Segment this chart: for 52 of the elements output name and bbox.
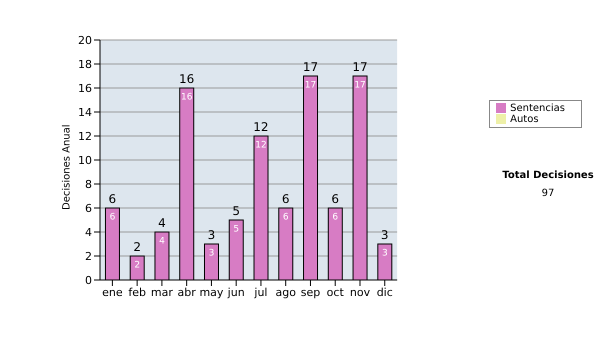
total-label: 16 (179, 72, 194, 86)
y-tick-label: 16 (78, 82, 92, 95)
total-label: 4 (158, 216, 166, 230)
y-tick-label: 4 (85, 226, 92, 239)
y-tick-label: 20 (78, 34, 92, 47)
total-label: 5 (232, 204, 240, 218)
y-tick-label: 12 (78, 130, 92, 143)
x-tick-label: jul (253, 286, 268, 299)
y-tick-label: 6 (85, 202, 92, 215)
x-tick-label: ago (275, 286, 296, 299)
data-label: 12 (255, 140, 267, 150)
x-tick-label: mar (150, 286, 174, 299)
x-tick-label: ene (102, 286, 123, 299)
x-tick-label: oct (326, 286, 344, 299)
data-label: 6 (110, 212, 116, 222)
x-tick-label: abr (178, 286, 196, 299)
data-label: 3 (208, 248, 214, 258)
y-tick-label: 14 (78, 106, 92, 119)
total-label: 3 (208, 228, 216, 242)
total-label: 3 (380, 228, 389, 242)
x-tick-label: dic (376, 286, 393, 299)
total-label: 17 (302, 60, 318, 74)
total-label: 2 (133, 240, 141, 254)
x-tick-label: nov (350, 286, 371, 299)
y-tick-label: 10 (78, 154, 92, 167)
y-tick-label: 0 (85, 274, 92, 287)
x-tick-label: sep (300, 286, 320, 299)
legend-label: Sentencias (510, 103, 565, 114)
y-tick-label: 2 (85, 250, 92, 263)
data-label: 17 (304, 80, 316, 90)
data-label: 6 (332, 212, 338, 222)
data-label: 3 (382, 248, 388, 258)
data-label: 4 (159, 236, 166, 246)
y-axis-title: Decisiones Anual (62, 124, 73, 210)
legend-label: Autos (510, 114, 539, 125)
data-label: 16 (181, 92, 193, 102)
x-tick-label: jun (226, 286, 245, 299)
text: Total Decisiones (501, 170, 595, 181)
total-label: 12 (253, 120, 269, 134)
text: 97 (540, 188, 556, 199)
total-label: 6 (331, 192, 340, 206)
y-tick-label: 18 (78, 58, 92, 71)
total-label: 6 (282, 192, 290, 206)
x-tick-label: may (199, 286, 224, 299)
total-label: 17 (352, 60, 368, 74)
y-tick-label: 8 (85, 178, 92, 191)
data-label: 17 (354, 80, 366, 90)
data-label: 5 (233, 224, 240, 234)
data-label: 6 (282, 212, 289, 222)
data-label: 2 (134, 260, 140, 270)
total-label: 6 (108, 192, 116, 206)
x-tick-label: feb (128, 286, 146, 299)
